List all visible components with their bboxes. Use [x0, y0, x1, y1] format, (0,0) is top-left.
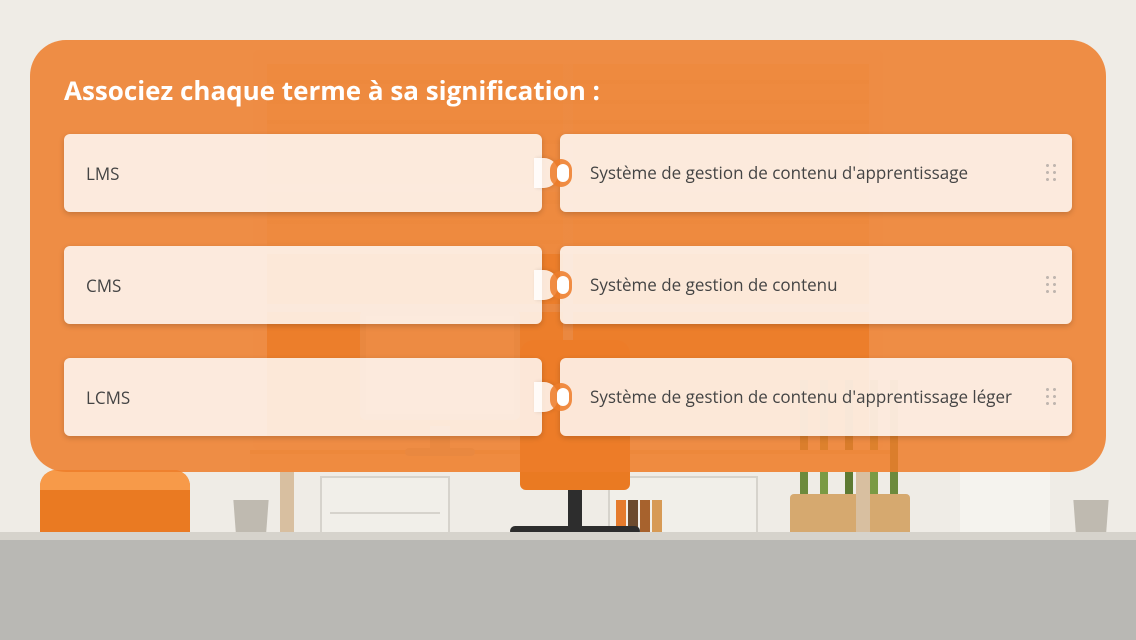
definition-card[interactable]: Système de gestion de contenu: [560, 246, 1072, 324]
quiz-panel: Associez chaque terme à sa signification…: [30, 40, 1106, 472]
match-row: CMS Système de gestion de contenu: [64, 246, 1072, 324]
drag-handle-icon[interactable]: [1044, 274, 1058, 296]
term-label: LCMS: [86, 386, 130, 409]
match-rows: LMS Système de gestion de contenu d'appr…: [64, 134, 1072, 436]
term-card[interactable]: LMS: [64, 134, 542, 212]
drag-handle-icon[interactable]: [1044, 162, 1058, 184]
definition-card[interactable]: Système de gestion de contenu d'apprenti…: [560, 358, 1072, 436]
drag-handle-icon[interactable]: [1044, 386, 1058, 408]
definition-card[interactable]: Système de gestion de contenu d'apprenti…: [560, 134, 1072, 212]
match-row: LCMS Système de gestion de contenu d'app…: [64, 358, 1072, 436]
definition-label: Système de gestion de contenu d'apprenti…: [590, 162, 968, 185]
term-card[interactable]: CMS: [64, 246, 542, 324]
definition-label: Système de gestion de contenu: [590, 274, 838, 297]
term-card[interactable]: LCMS: [64, 358, 542, 436]
quiz-title: Associez chaque terme à sa signification…: [64, 72, 1072, 108]
match-row: LMS Système de gestion de contenu d'appr…: [64, 134, 1072, 212]
term-label: LMS: [86, 162, 120, 185]
term-label: CMS: [86, 274, 121, 297]
definition-label: Système de gestion de contenu d'apprenti…: [590, 386, 1012, 409]
